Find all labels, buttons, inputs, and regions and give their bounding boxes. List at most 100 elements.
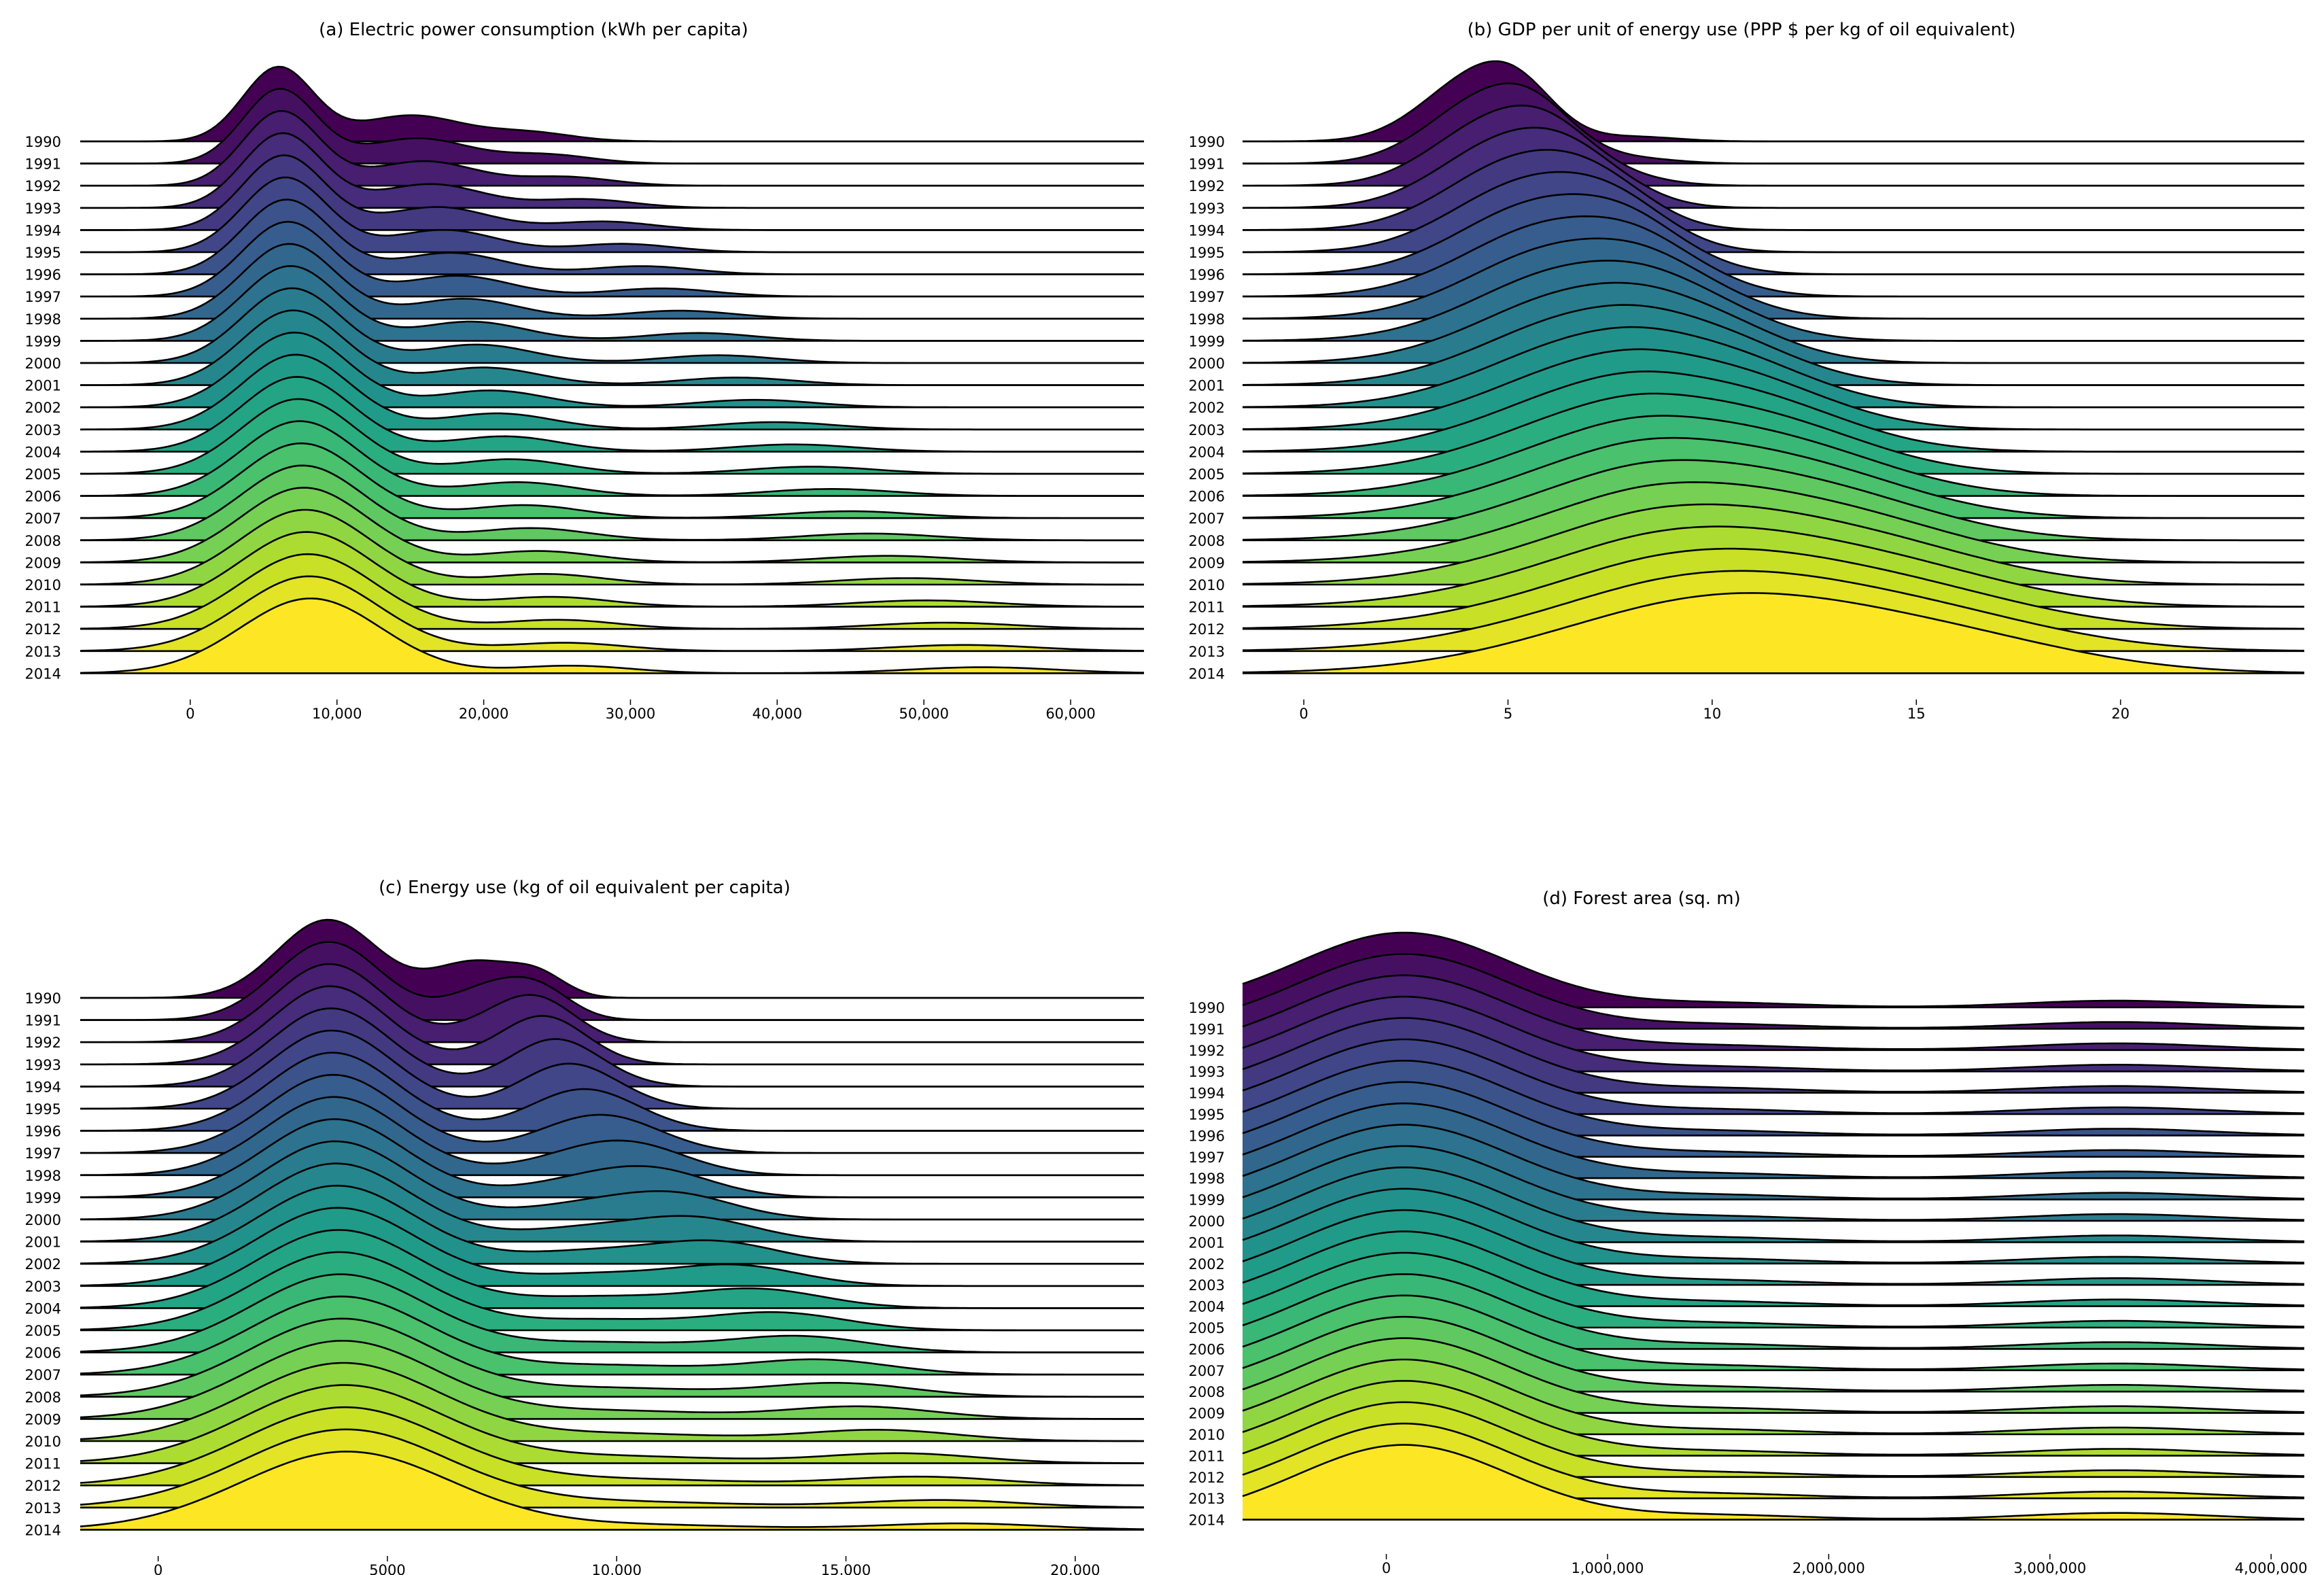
x-tick-label: 0 bbox=[186, 706, 194, 722]
panel-a-title: (a) Electric power consumption (kWh per … bbox=[319, 20, 748, 40]
ridge-fill-1990 bbox=[80, 67, 1144, 141]
panel-d-ridges bbox=[1242, 931, 2305, 1521]
ridge-outline-2014 bbox=[1242, 592, 2305, 674]
x-tick-label: 20,000 bbox=[1050, 1562, 1100, 1575]
year-label-1995: 1995 bbox=[25, 1101, 61, 1118]
panel-b-title: (b) GDP per unit of energy use (PPP $ pe… bbox=[1468, 20, 2016, 40]
year-label-1990: 1990 bbox=[1189, 134, 1225, 150]
year-label-2013: 2013 bbox=[25, 1500, 61, 1517]
year-label-1999: 1999 bbox=[1189, 1192, 1225, 1209]
year-label-2008: 2008 bbox=[1189, 1384, 1225, 1400]
x-tick-label: 15,000 bbox=[821, 1562, 871, 1575]
year-label-1993: 1993 bbox=[1189, 1064, 1225, 1080]
panel-forest-area: (d) Forest area (sq. m) 1990 1991 1992 1993… bbox=[1189, 888, 2308, 1575]
year-label-2008: 2008 bbox=[25, 1389, 61, 1406]
year-label-2001: 2001 bbox=[25, 378, 61, 394]
year-label-2003: 2003 bbox=[1189, 422, 1225, 438]
year-label-1996: 1996 bbox=[1189, 1128, 1225, 1144]
x-tick-label: 4,000,000 bbox=[2235, 1560, 2308, 1575]
year-label-2006: 2006 bbox=[1189, 489, 1225, 505]
year-label-2002: 2002 bbox=[25, 1256, 61, 1273]
year-label-2009: 2009 bbox=[25, 555, 61, 571]
year-label-2001: 2001 bbox=[1189, 1234, 1225, 1251]
x-tick-label: 0 bbox=[1382, 1560, 1391, 1575]
year-label-2007: 2007 bbox=[1189, 1363, 1225, 1379]
year-label-2012: 2012 bbox=[25, 1478, 61, 1494]
year-label-2004: 2004 bbox=[25, 1300, 61, 1317]
ridge-fill-1993 bbox=[80, 133, 1144, 208]
x-tick-label: 10 bbox=[1703, 706, 1722, 722]
panel-d-year-labels: 1990 1991 1992 1993 1994 1995 1996 1997 1998 1999… bbox=[1189, 1000, 1225, 1529]
ridge-outline-2008 bbox=[1242, 459, 2304, 542]
panel-a-x-axis: 0 10,000 20,000 30,000 40,000 50,000 60,000 bbox=[186, 699, 1096, 722]
year-label-2005: 2005 bbox=[1189, 466, 1225, 483]
year-label-1996: 1996 bbox=[25, 267, 61, 283]
x-tick-label: 0 bbox=[1299, 706, 1308, 722]
year-label-1997: 1997 bbox=[1189, 289, 1225, 305]
year-label-2009: 2009 bbox=[1189, 555, 1225, 571]
year-label-2012: 2012 bbox=[25, 621, 61, 638]
x-tick-label: 0 bbox=[154, 1562, 162, 1575]
panel-b-year-labels: 1990 1991 1992 1993 1994 1995 1996 1997 1998 1999… bbox=[1189, 134, 1225, 682]
panel-b-x-axis: 0 5 10 15 20 bbox=[1299, 699, 2130, 722]
year-label-2004: 2004 bbox=[1189, 1299, 1225, 1315]
year-label-2011: 2011 bbox=[25, 1456, 61, 1472]
ridge-outline-2005 bbox=[1242, 1251, 2305, 1328]
year-label-2005: 2005 bbox=[1189, 1320, 1225, 1336]
x-tick-label: 1,000,000 bbox=[1571, 1560, 1644, 1575]
year-label-2012: 2012 bbox=[1189, 621, 1225, 638]
ridge-outline-2010 bbox=[80, 1362, 1144, 1442]
ridge-outline-2011 bbox=[80, 1384, 1144, 1464]
panel-electric-power: (a) Electric power consumption (kWh per … bbox=[25, 20, 1145, 722]
year-label-2000: 2000 bbox=[1189, 1213, 1225, 1230]
year-label-1990: 1990 bbox=[1189, 1000, 1225, 1016]
ridge-outline-2012 bbox=[1242, 1401, 2305, 1477]
year-label-1994: 1994 bbox=[25, 222, 61, 239]
ridge-outline-2007 bbox=[80, 1295, 1144, 1376]
year-label-2003: 2003 bbox=[25, 1279, 61, 1295]
x-tick-label: 15 bbox=[1907, 706, 1926, 722]
year-label-1995: 1995 bbox=[1189, 245, 1225, 261]
year-label-1998: 1998 bbox=[1189, 1171, 1225, 1187]
year-label-1991: 1991 bbox=[1189, 1021, 1225, 1037]
year-label-1993: 1993 bbox=[25, 1057, 61, 1073]
ridge-outline-1991 bbox=[1242, 953, 2305, 1029]
ridge-fill-2014 bbox=[80, 598, 1144, 674]
x-tick-label: 10,000 bbox=[312, 706, 362, 722]
year-label-2014: 2014 bbox=[25, 665, 61, 682]
ridge-fill-1995 bbox=[80, 177, 1144, 252]
year-label-2001: 2001 bbox=[1189, 378, 1225, 394]
ridge-outline-2008 bbox=[80, 464, 1144, 542]
year-label-1993: 1993 bbox=[1189, 201, 1225, 217]
ridge-outline-2011 bbox=[1242, 525, 2304, 608]
year-label-2005: 2005 bbox=[25, 466, 61, 483]
year-label-1997: 1997 bbox=[1189, 1149, 1225, 1166]
year-label-2006: 2006 bbox=[25, 1345, 61, 1362]
ridge-fill-2014 bbox=[80, 1451, 1144, 1530]
ridge-outline-2011 bbox=[80, 531, 1144, 608]
ridge-fill-1991 bbox=[80, 88, 1144, 164]
year-label-1991: 1991 bbox=[1189, 156, 1225, 173]
ridge-outline-2010 bbox=[1242, 1358, 2305, 1434]
year-label-2008: 2008 bbox=[1189, 533, 1225, 549]
year-label-2013: 2013 bbox=[1189, 1491, 1225, 1507]
year-label-2007: 2007 bbox=[1189, 510, 1225, 527]
panel-energy-use: (c) Energy use (kg of oil equivalent per… bbox=[25, 878, 1145, 1575]
year-label-1996: 1996 bbox=[1189, 267, 1225, 283]
year-label-2013: 2013 bbox=[25, 644, 61, 660]
ridge-fill-1992 bbox=[80, 111, 1144, 186]
year-label-2005: 2005 bbox=[25, 1323, 61, 1339]
panel-d-title: (d) Forest area (sq. m) bbox=[1542, 888, 1741, 909]
year-label-2002: 2002 bbox=[25, 400, 61, 416]
year-label-1992: 1992 bbox=[25, 178, 61, 194]
year-label-2006: 2006 bbox=[25, 489, 61, 505]
year-label-2011: 2011 bbox=[1189, 1448, 1225, 1464]
ridge-outline-2009 bbox=[80, 1340, 1144, 1420]
panel-c-title: (c) Energy use (kg of oil equivalent per… bbox=[379, 878, 791, 898]
panel-gdp-per-energy: (b) GDP per unit of energy use (PPP $ pe… bbox=[1189, 20, 2305, 722]
ridge-outline-2013 bbox=[1242, 570, 2304, 652]
year-label-2000: 2000 bbox=[1189, 356, 1225, 372]
year-label-2014: 2014 bbox=[1189, 1512, 1225, 1529]
year-label-1992: 1992 bbox=[1189, 178, 1225, 194]
ridge-outline-2001 bbox=[1242, 1166, 2305, 1243]
